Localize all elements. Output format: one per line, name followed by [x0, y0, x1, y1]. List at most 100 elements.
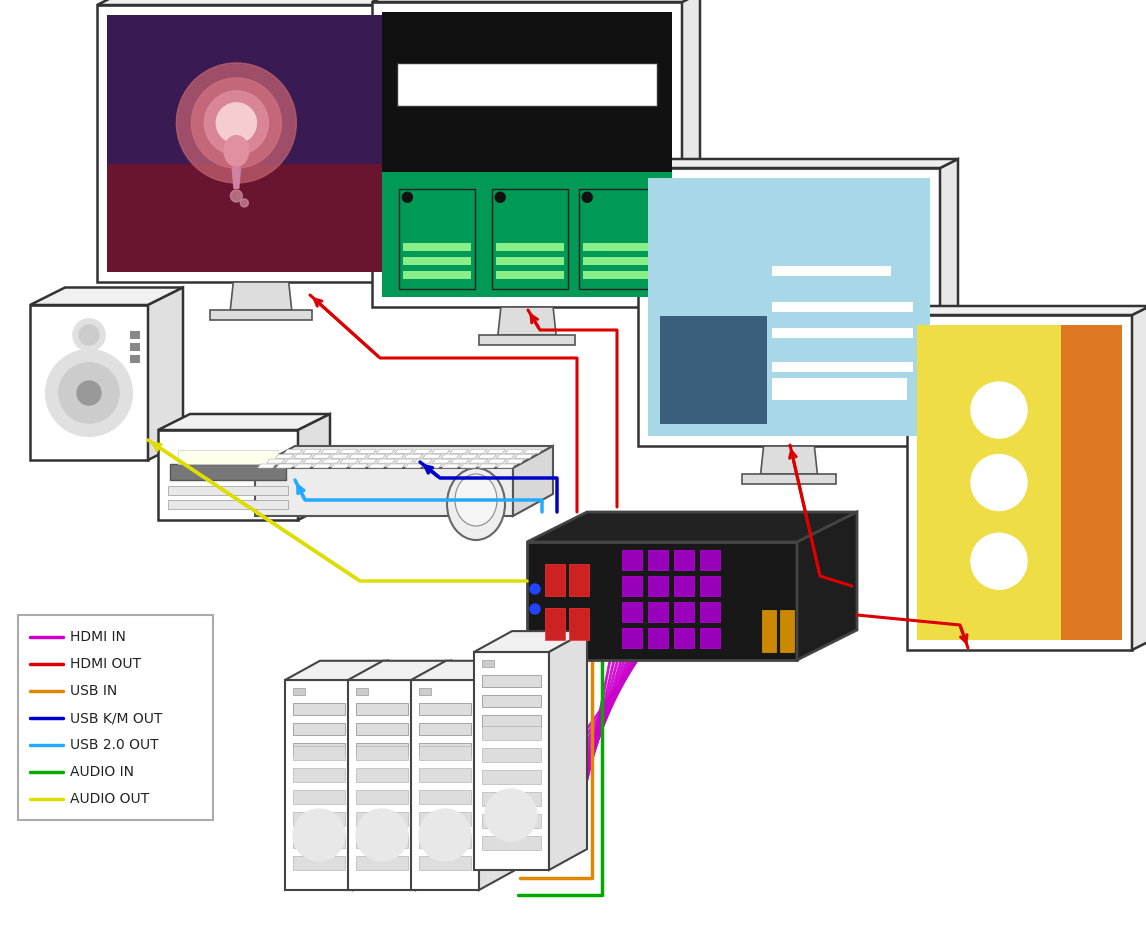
Polygon shape — [400, 188, 474, 289]
Polygon shape — [358, 449, 376, 453]
Polygon shape — [479, 464, 497, 468]
Polygon shape — [497, 464, 516, 468]
Ellipse shape — [455, 474, 497, 526]
Polygon shape — [372, 0, 700, 2]
Polygon shape — [507, 459, 525, 463]
Circle shape — [439, 138, 453, 152]
Polygon shape — [414, 449, 432, 453]
Polygon shape — [482, 770, 541, 784]
Polygon shape — [231, 167, 242, 189]
Text: HDMI OUT: HDMI OUT — [70, 657, 141, 671]
Polygon shape — [129, 331, 140, 339]
Circle shape — [46, 350, 132, 436]
Polygon shape — [772, 362, 913, 371]
Polygon shape — [419, 746, 471, 760]
Polygon shape — [497, 307, 556, 335]
Text: USB IN: USB IN — [70, 684, 117, 698]
Polygon shape — [30, 305, 148, 460]
Polygon shape — [419, 743, 471, 755]
Ellipse shape — [223, 135, 250, 167]
Polygon shape — [372, 2, 682, 307]
Polygon shape — [482, 675, 541, 687]
Circle shape — [58, 363, 119, 423]
Polygon shape — [414, 459, 432, 463]
Polygon shape — [411, 680, 479, 890]
Polygon shape — [348, 680, 416, 890]
Polygon shape — [527, 512, 857, 542]
Polygon shape — [293, 746, 345, 760]
Polygon shape — [780, 610, 794, 652]
Polygon shape — [158, 414, 330, 430]
Circle shape — [485, 789, 537, 841]
Polygon shape — [682, 0, 700, 307]
Polygon shape — [583, 257, 647, 265]
Polygon shape — [419, 703, 471, 715]
Polygon shape — [761, 446, 817, 474]
Polygon shape — [474, 631, 587, 652]
Polygon shape — [450, 459, 469, 463]
Polygon shape — [423, 454, 441, 458]
Text: AUDIO OUT: AUDIO OUT — [70, 792, 149, 806]
Polygon shape — [647, 602, 668, 622]
Polygon shape — [419, 812, 471, 826]
Polygon shape — [356, 790, 408, 804]
Polygon shape — [107, 164, 415, 272]
Ellipse shape — [447, 468, 505, 540]
Polygon shape — [392, 26, 662, 35]
Polygon shape — [382, 12, 672, 297]
Polygon shape — [284, 449, 303, 453]
Circle shape — [241, 199, 249, 207]
Polygon shape — [356, 856, 408, 870]
Polygon shape — [638, 168, 940, 446]
Polygon shape — [487, 449, 505, 453]
Polygon shape — [210, 310, 312, 320]
Polygon shape — [322, 459, 340, 463]
Polygon shape — [579, 188, 652, 289]
Polygon shape — [386, 454, 405, 458]
Polygon shape — [482, 814, 541, 828]
Polygon shape — [570, 608, 589, 640]
Polygon shape — [674, 628, 694, 648]
Polygon shape — [392, 35, 662, 46]
Polygon shape — [660, 316, 767, 424]
Polygon shape — [622, 628, 642, 648]
Polygon shape — [622, 602, 642, 622]
Polygon shape — [482, 792, 541, 806]
Polygon shape — [295, 464, 313, 468]
Circle shape — [583, 138, 598, 152]
Circle shape — [217, 103, 257, 143]
Polygon shape — [482, 695, 541, 707]
Polygon shape — [482, 660, 494, 667]
Polygon shape — [647, 178, 931, 436]
Polygon shape — [425, 0, 444, 282]
Polygon shape — [796, 512, 857, 660]
Polygon shape — [377, 459, 395, 463]
Polygon shape — [622, 576, 642, 596]
Polygon shape — [356, 723, 408, 735]
Polygon shape — [700, 628, 720, 648]
Polygon shape — [496, 454, 515, 458]
Polygon shape — [479, 660, 515, 890]
Polygon shape — [148, 287, 183, 460]
Polygon shape — [622, 550, 642, 570]
Polygon shape — [479, 335, 575, 345]
Circle shape — [582, 192, 592, 203]
Polygon shape — [293, 454, 312, 458]
Polygon shape — [356, 768, 408, 782]
Circle shape — [191, 78, 282, 168]
Polygon shape — [700, 550, 720, 570]
Polygon shape — [293, 856, 345, 870]
Polygon shape — [496, 271, 564, 279]
Polygon shape — [339, 449, 358, 453]
Polygon shape — [293, 812, 345, 826]
Polygon shape — [405, 464, 423, 468]
Polygon shape — [524, 449, 542, 453]
Polygon shape — [1060, 325, 1122, 640]
Polygon shape — [129, 355, 140, 363]
Polygon shape — [392, 57, 662, 63]
Polygon shape — [419, 688, 431, 695]
Polygon shape — [549, 631, 587, 870]
Polygon shape — [762, 610, 776, 652]
Polygon shape — [368, 464, 386, 468]
Polygon shape — [419, 723, 471, 735]
